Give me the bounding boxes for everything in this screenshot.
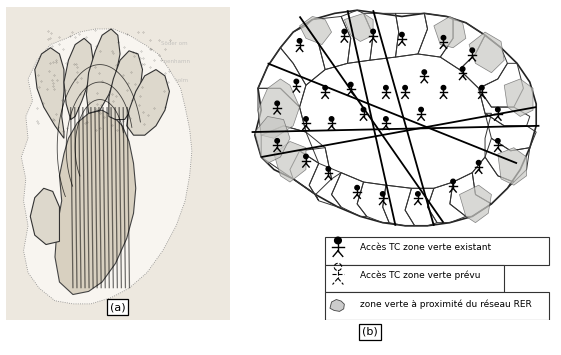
Polygon shape	[274, 141, 306, 182]
Circle shape	[304, 117, 308, 121]
Circle shape	[371, 29, 375, 34]
Polygon shape	[330, 300, 344, 311]
Circle shape	[461, 67, 465, 71]
Bar	[325, 292, 549, 320]
Polygon shape	[21, 29, 192, 304]
Polygon shape	[255, 10, 536, 226]
Circle shape	[476, 160, 481, 165]
Polygon shape	[55, 110, 136, 295]
Circle shape	[419, 107, 424, 112]
Circle shape	[470, 48, 475, 53]
Circle shape	[275, 101, 279, 105]
Text: burg: burg	[168, 116, 180, 121]
Text: Stockholm: Stockholm	[159, 78, 188, 83]
Text: Köpenhamn: Köpenhamn	[158, 59, 190, 64]
Circle shape	[275, 138, 279, 143]
Text: Gothen-: Gothen-	[163, 97, 185, 102]
Text: Accès TC zone verte prévu: Accès TC zone verte prévu	[360, 271, 481, 280]
Text: (a): (a)	[110, 302, 126, 312]
Circle shape	[304, 154, 308, 159]
Bar	[325, 237, 549, 264]
Polygon shape	[300, 16, 332, 45]
Polygon shape	[459, 185, 491, 223]
Circle shape	[342, 29, 347, 34]
Text: zone verte à proximité du réseau RER: zone verte à proximité du réseau RER	[360, 299, 532, 309]
Circle shape	[399, 32, 404, 37]
Polygon shape	[469, 32, 504, 73]
Text: (b): (b)	[362, 327, 378, 337]
Circle shape	[297, 39, 302, 43]
Text: Söder om: Söder om	[160, 40, 187, 45]
Polygon shape	[344, 13, 373, 42]
Circle shape	[348, 82, 353, 87]
Circle shape	[442, 36, 445, 40]
Polygon shape	[434, 16, 466, 48]
Polygon shape	[35, 48, 64, 138]
Circle shape	[442, 86, 445, 90]
Bar	[325, 264, 504, 292]
Polygon shape	[6, 7, 230, 320]
Circle shape	[323, 86, 328, 90]
Polygon shape	[504, 79, 533, 116]
Circle shape	[384, 117, 388, 121]
Circle shape	[416, 192, 420, 196]
Polygon shape	[498, 148, 527, 185]
Polygon shape	[127, 70, 169, 135]
Polygon shape	[258, 79, 300, 138]
Polygon shape	[109, 51, 142, 120]
Polygon shape	[64, 38, 93, 120]
Polygon shape	[255, 116, 290, 163]
Circle shape	[403, 86, 407, 90]
Circle shape	[294, 79, 298, 84]
Circle shape	[329, 117, 334, 121]
Circle shape	[495, 107, 500, 112]
Text: Accès TC zone verte existant: Accès TC zone verte existant	[360, 243, 491, 252]
Circle shape	[380, 192, 385, 196]
Circle shape	[451, 179, 456, 184]
Circle shape	[334, 237, 341, 244]
Circle shape	[480, 86, 484, 90]
Circle shape	[422, 70, 426, 74]
Circle shape	[355, 185, 360, 190]
Circle shape	[361, 107, 366, 112]
Circle shape	[384, 86, 388, 90]
Polygon shape	[30, 188, 59, 245]
Circle shape	[495, 138, 500, 143]
Circle shape	[326, 167, 330, 171]
Polygon shape	[86, 29, 120, 113]
